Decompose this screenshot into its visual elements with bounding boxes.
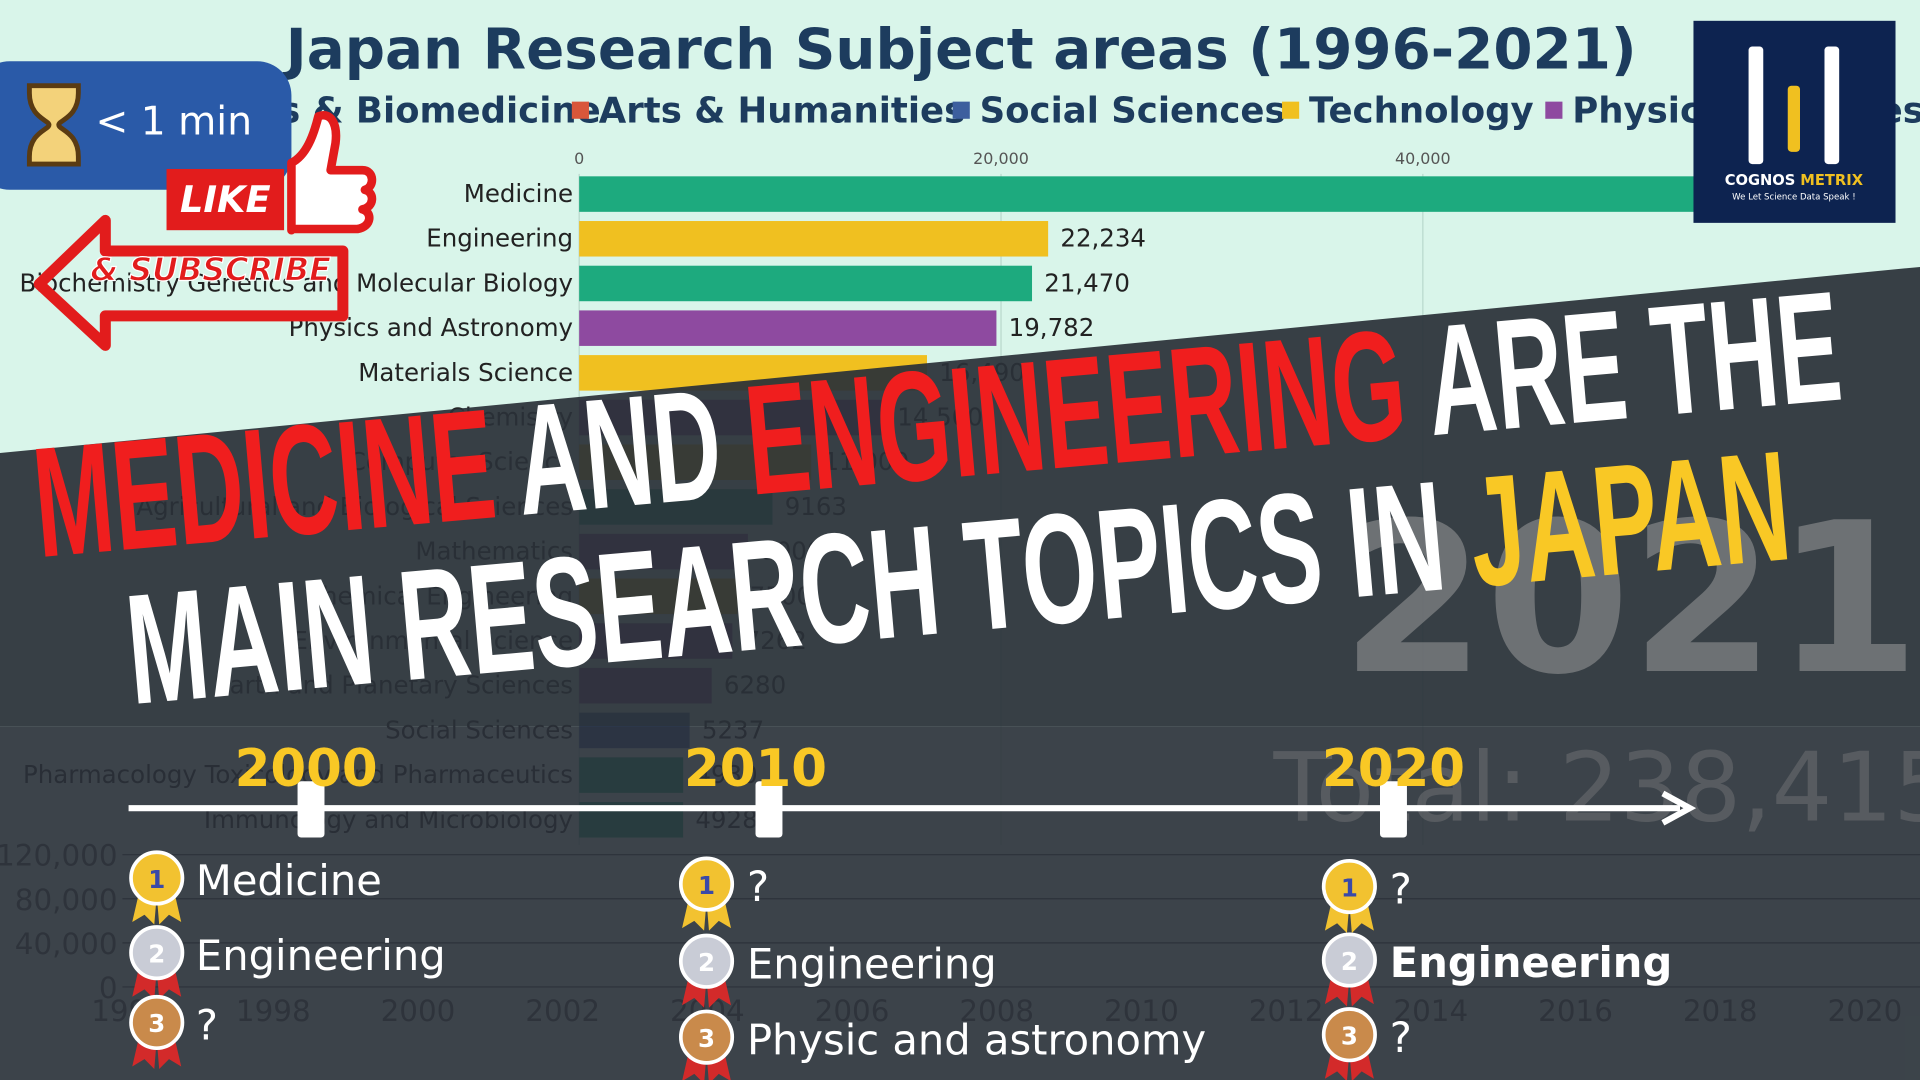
rank-label: ? xyxy=(747,862,769,911)
logo-name-a: COGNOS xyxy=(1725,172,1796,189)
legend-label: Technology xyxy=(1309,90,1534,131)
value-label: 22,234 xyxy=(1060,224,1146,253)
x-tick-label: 0 xyxy=(574,149,584,168)
like-box xyxy=(166,168,285,231)
legend-label: Social Sciences xyxy=(980,90,1286,131)
rank-label: Engineering xyxy=(747,939,997,988)
medal xyxy=(1321,858,1377,915)
rank-label: Engineering xyxy=(196,931,446,980)
thumb-icon xyxy=(287,111,377,235)
logo-tagline: We Let Science Data Speak ! xyxy=(1732,193,1855,203)
rank-label: Physic and astronomy xyxy=(747,1015,1206,1064)
hourglass-icon xyxy=(26,83,81,167)
timeline-tick xyxy=(297,781,325,838)
timeline-year: 2000 xyxy=(235,739,378,799)
rank-label: ? xyxy=(196,1001,218,1050)
banner xyxy=(0,266,1920,727)
medal-number: 1 xyxy=(1341,873,1358,902)
logo: COGNOS METRIX We Let Science Data Speak ! xyxy=(1693,20,1896,223)
duration-badge: < 1 min xyxy=(0,61,292,190)
logo-name: COGNOS METRIX xyxy=(1725,172,1864,189)
value-label: 19,782 xyxy=(1009,313,1095,342)
medal-number: 3 xyxy=(1341,1021,1358,1050)
chart-title: Japan Research Subject areas (1996-2021) xyxy=(282,18,1637,83)
medal xyxy=(678,1009,735,1065)
value-label: 21,470 xyxy=(1044,268,1130,297)
medal-number: 2 xyxy=(698,948,715,977)
timeline-tick xyxy=(755,781,783,838)
bar xyxy=(579,221,1049,257)
category-label: Medicine xyxy=(464,179,573,208)
medal xyxy=(678,933,735,989)
arrow-outline xyxy=(33,214,349,351)
banner-word: AND xyxy=(486,354,754,550)
like-subscribe: LIKE & SUBSCRIBE xyxy=(33,111,377,351)
medal xyxy=(129,925,185,981)
medal-number: 3 xyxy=(698,1024,715,1053)
medal xyxy=(1321,1007,1377,1063)
banner-word: JAPAN xyxy=(1463,418,1797,620)
category-label: Biochemistry Genetics and Molecular Biol… xyxy=(20,268,574,297)
medal-number: 2 xyxy=(1341,947,1358,976)
logo-bar xyxy=(1824,46,1840,165)
rank-label: Medicine xyxy=(196,856,382,905)
timeline-arrow xyxy=(1661,790,1697,826)
timeline-year: 2020 xyxy=(1322,739,1465,799)
legend-swatch xyxy=(571,101,589,119)
x-tick-label: 20,000 xyxy=(973,149,1029,168)
legend-swatch xyxy=(1282,101,1300,119)
logo-name-b: METRIX xyxy=(1800,172,1863,189)
medal xyxy=(129,994,185,1050)
banner-word: MEDICINE xyxy=(27,376,502,591)
rank-label: Engineering xyxy=(1390,938,1672,987)
logo-bar xyxy=(1748,46,1764,165)
category-label: Engineering xyxy=(426,224,573,253)
medal-number: 3 xyxy=(148,1009,165,1038)
category-label: Materials Science xyxy=(358,358,573,387)
medal-number: 1 xyxy=(698,871,715,900)
subscribe-text: & SUBSCRIBE xyxy=(90,250,331,288)
medal-number: 2 xyxy=(148,939,165,968)
medal-number: 1 xyxy=(148,865,165,894)
medal xyxy=(129,850,185,906)
legend-swatch xyxy=(952,101,970,119)
medal xyxy=(678,856,735,912)
logo-bar xyxy=(1787,85,1800,152)
bar xyxy=(579,176,1740,212)
timeline-year: 2010 xyxy=(684,739,827,799)
like-text: LIKE xyxy=(180,178,271,221)
legend-swatch xyxy=(1545,101,1563,119)
year-label: 2021 xyxy=(1341,479,1920,721)
legend-label: Arts & Humanities xyxy=(599,90,965,131)
rank-label: ? xyxy=(1390,865,1412,914)
timeline: 2000 1 Medicine 2 Engineering 3 ? 2010 1 ? 2 Engine… xyxy=(128,739,1697,1080)
timeline-tick xyxy=(1380,781,1407,838)
medal xyxy=(1321,932,1377,988)
duration-text: < 1 min xyxy=(96,100,253,145)
x-tick-label: 40,000 xyxy=(1395,149,1451,168)
bar xyxy=(579,265,1033,302)
bar xyxy=(579,310,997,346)
banner-word: ARE THE xyxy=(1397,259,1847,471)
rank-label: ? xyxy=(1390,1013,1412,1062)
